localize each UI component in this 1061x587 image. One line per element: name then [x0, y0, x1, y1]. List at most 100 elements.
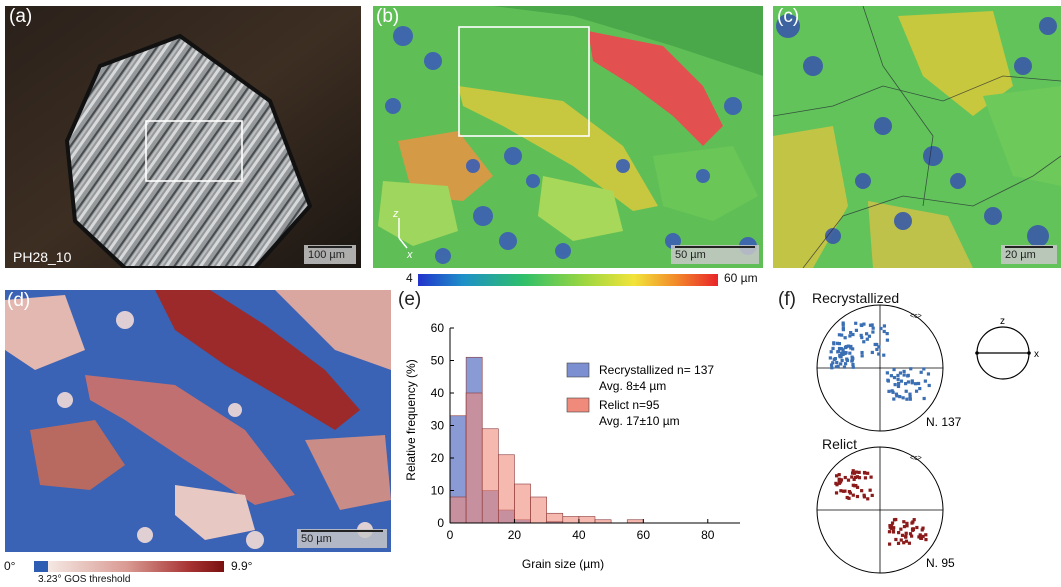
- legend-note-recrystallized: Avg. 8±4 µm: [599, 379, 666, 393]
- pole-point-recrystallized: [894, 392, 899, 396]
- pole-point-recrystallized: [849, 330, 853, 335]
- pole-figure-title-relict: Relict: [822, 436, 858, 452]
- pole-point-relict: [902, 525, 907, 529]
- pole-point-relict: [853, 475, 858, 479]
- pole-point-recrystallized: [868, 323, 873, 327]
- pole-point-recrystallized: [841, 351, 845, 356]
- pole-point-recrystallized: [875, 347, 879, 352]
- pole-header-recrystallized: <c>: [910, 313, 922, 320]
- histogram-bar-relict: [481, 428, 499, 524]
- scale-bar: 20 µm: [1001, 245, 1057, 264]
- pole-point-recrystallized: [896, 384, 901, 389]
- pole-point-recrystallized: [839, 362, 843, 366]
- pole-point-recrystallized: [877, 352, 881, 356]
- pole-point-relict: [917, 535, 921, 539]
- pole-point-recrystallized: [831, 346, 835, 351]
- pole-point-relict: [908, 532, 913, 536]
- gos-map: [5, 290, 391, 552]
- pole-point-recrystallized: [913, 382, 918, 386]
- pole-point-relict: [839, 489, 843, 493]
- pole-point-recrystallized: [893, 383, 897, 387]
- pole-point-relict: [854, 470, 858, 474]
- histogram-bar-relict: [449, 496, 467, 524]
- pole-point-relict: [912, 518, 916, 522]
- pole-point-recrystallized: [885, 371, 889, 375]
- panel-label: (e): [398, 289, 422, 310]
- pole-point-relict: [924, 533, 928, 537]
- pole-point-relict: [866, 471, 870, 475]
- y-tick-label: 40: [431, 386, 445, 400]
- pole-point-relict: [920, 528, 924, 532]
- pole-point-relict: [890, 521, 895, 525]
- legend-label-recrystallized: Recrystallized n= 137: [599, 363, 714, 377]
- pole-point-recrystallized: [833, 357, 837, 361]
- pole-point-recrystallized: [877, 345, 881, 349]
- pole-point-recrystallized: [909, 367, 913, 371]
- pole-point-relict: [897, 531, 901, 535]
- pole-point-recrystallized: [854, 328, 859, 332]
- pole-point-relict: [902, 541, 906, 545]
- y-tick-label: 0: [437, 516, 444, 530]
- pole-point-relict: [919, 536, 924, 540]
- pole-point-relict: [904, 539, 909, 543]
- pole-point-recrystallized: [882, 324, 887, 328]
- y-tick-label: 50: [431, 354, 445, 368]
- scale-bar-label: 100 µm: [308, 249, 345, 261]
- scale-bar-label: 20 µm: [1005, 249, 1036, 261]
- gos-colorbar-min-label: 0°: [4, 559, 16, 573]
- legend: Recrystallized n= 137 Avg. 8±4 µm Relict…: [566, 362, 714, 428]
- pole-point-recrystallized: [905, 397, 909, 401]
- pole-point-recrystallized: [843, 345, 848, 350]
- pole-point-recrystallized: [830, 366, 834, 370]
- histogram-bar-relict: [546, 512, 564, 524]
- pole-point-relict: [899, 538, 903, 542]
- pole-point-relict: [863, 476, 868, 480]
- pole-point-relict: [905, 521, 909, 525]
- pole-point-relict: [855, 475, 860, 479]
- pole-point-recrystallized: [859, 333, 863, 337]
- axis-x-label: x: [406, 249, 413, 261]
- pole-point-recrystallized: [882, 329, 886, 334]
- pole-point-relict: [915, 525, 919, 530]
- panel-label: (c): [777, 6, 800, 27]
- pole-point-recrystallized: [834, 365, 838, 369]
- y-tick-label: 20: [431, 451, 445, 465]
- pole-point-relict: [837, 473, 841, 477]
- pole-point-recrystallized: [842, 365, 847, 369]
- panel-label: (d): [7, 290, 31, 311]
- grain-size-histogram: 0 10 20 30 40 50 60 0 20 40 60 80 Relative frequenc…: [404, 321, 740, 571]
- pole-point-relict: [924, 537, 928, 542]
- pole-point-recrystallized: [885, 338, 890, 342]
- histogram-bar-relict: [465, 392, 483, 524]
- pole-count-relict: N. 95: [926, 556, 955, 570]
- pole-point-relict: [862, 493, 866, 497]
- pole-point-relict: [910, 521, 914, 525]
- pole-point-recrystallized: [885, 331, 889, 336]
- pole-point-relict: [863, 471, 867, 475]
- pole-point-relict: [843, 475, 847, 480]
- pole-point-recrystallized: [889, 374, 893, 378]
- pole-figure-title-recrystallized: Recrystallized: [812, 290, 900, 306]
- pole-point-relict: [845, 495, 849, 500]
- pole-point-recrystallized: [843, 336, 847, 340]
- pole-point-relict: [868, 488, 872, 492]
- pole-point-recrystallized: [918, 386, 922, 391]
- micrograph-image: [5, 6, 361, 268]
- pole-point-relict: [839, 478, 844, 482]
- pole-point-relict: [850, 471, 855, 475]
- pole-point-recrystallized: [851, 365, 855, 369]
- pole-point-relict: [846, 478, 851, 482]
- pole-point-recrystallized: [916, 381, 921, 386]
- pole-point-recrystallized: [849, 346, 853, 350]
- histogram-bar-relict: [530, 496, 547, 524]
- pole-point-recrystallized: [882, 353, 886, 357]
- panel-d-gos-map: (d) 50 µm: [5, 290, 391, 552]
- pole-point-recrystallized: [860, 350, 864, 355]
- pole-point-recrystallized: [895, 394, 899, 398]
- pole-point-relict: [851, 469, 855, 473]
- gos-threshold-label: 3.23° GOS threshold: [38, 574, 131, 585]
- pole-point-recrystallized: [854, 321, 858, 325]
- pole-point-recrystallized: [851, 332, 855, 337]
- pole-point-relict: [889, 524, 894, 528]
- frame-z-label: z: [1000, 316, 1005, 327]
